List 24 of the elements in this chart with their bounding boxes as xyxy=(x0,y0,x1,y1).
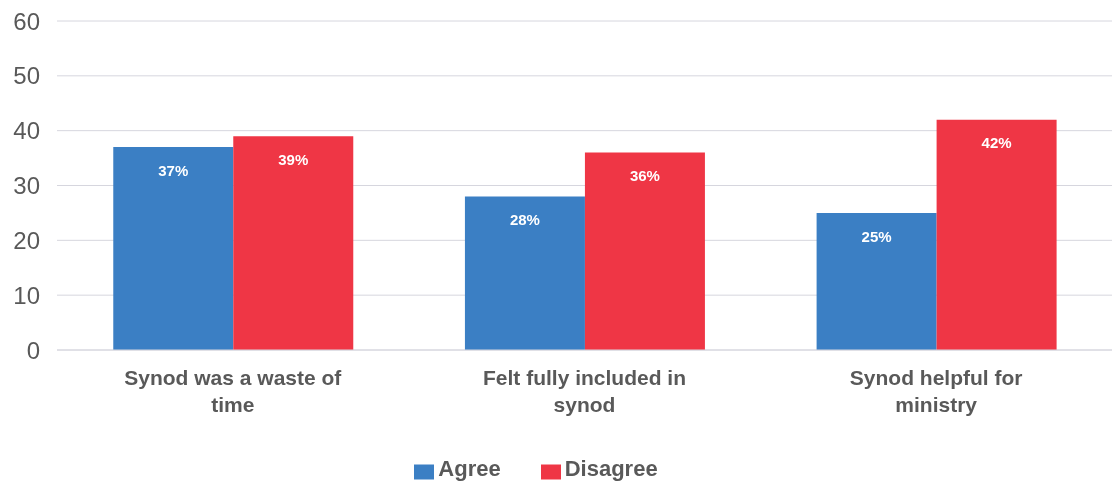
y-tick-label: 50 xyxy=(13,62,40,90)
y-tick-label: 10 xyxy=(13,281,40,309)
y-tick-label: 60 xyxy=(13,7,40,35)
bar xyxy=(464,196,585,350)
data-label: 37% xyxy=(158,161,189,179)
data-label: 25% xyxy=(861,227,892,245)
data-label: 42% xyxy=(981,134,1012,152)
bar xyxy=(584,152,705,350)
x-tick-label: Synod was a waste of time xyxy=(124,365,343,416)
bar xyxy=(113,147,234,350)
y-tick-label: 40 xyxy=(13,117,40,145)
bar xyxy=(233,136,354,350)
x-tick-label: Synod helpful for ministry xyxy=(849,365,1023,416)
data-label: 36% xyxy=(629,167,660,185)
y-tick-label: 20 xyxy=(13,226,40,254)
data-label: 28% xyxy=(509,211,540,229)
bar xyxy=(816,212,937,350)
legend-label: Disagree xyxy=(564,456,658,481)
data-label: 39% xyxy=(278,150,309,168)
y-tick-label: 0 xyxy=(26,336,40,364)
legend-label: Agree xyxy=(438,456,501,481)
x-tick-label: Felt fully included in synod xyxy=(482,365,687,416)
bar xyxy=(936,119,1057,350)
y-tick-label: 30 xyxy=(13,172,40,200)
